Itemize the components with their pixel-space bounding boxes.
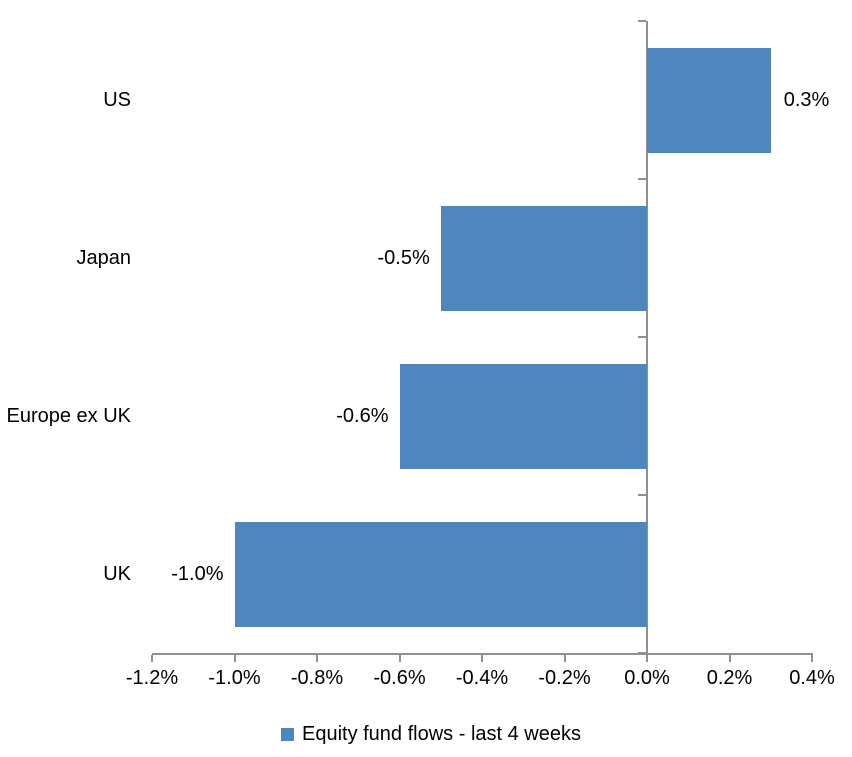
category-axis-tick xyxy=(638,20,646,22)
value-axis-tick xyxy=(233,655,236,662)
value-axis-tick xyxy=(563,655,566,662)
value-axis-tick xyxy=(316,655,318,662)
category-label: Japan xyxy=(76,246,132,269)
x-tick-label: 0.2% xyxy=(706,667,753,689)
value-axis-tick xyxy=(646,655,648,662)
category-label: US xyxy=(103,88,131,111)
category-label: UK xyxy=(103,562,131,585)
value-axis-tick xyxy=(398,655,401,662)
value-axis-tick xyxy=(811,655,813,662)
x-tick-label: -0.6% xyxy=(373,667,426,689)
chart-legend: Equity fund flows - last 4 weeks xyxy=(10,723,852,746)
x-tick-label: 0.4% xyxy=(789,667,835,689)
x-tick-label: -1.2% xyxy=(125,667,179,689)
x-tick-label: -0.2% xyxy=(538,667,591,689)
bar xyxy=(647,47,771,153)
x-tick-label: -0.8% xyxy=(290,667,344,689)
category-label: Europe ex UK xyxy=(6,404,131,427)
x-tick-label: -0.4% xyxy=(455,667,509,689)
bar-data-label: 0.3% xyxy=(783,88,830,111)
x-tick-label: -1.0% xyxy=(208,667,261,689)
bar-data-label: -0.6% xyxy=(336,404,389,427)
legend-square-icon xyxy=(280,728,294,741)
legend-label: Equity fund flows - last 4 weeks xyxy=(301,723,581,745)
bar xyxy=(440,205,647,311)
bar xyxy=(234,521,647,627)
category-axis-tick xyxy=(638,494,646,496)
bar-data-label: -1.0% xyxy=(171,562,224,585)
category-axis-tick xyxy=(638,178,646,180)
value-axis-line xyxy=(152,653,813,655)
value-axis-tick xyxy=(151,655,153,662)
category-axis-tick xyxy=(638,336,646,338)
value-axis-tick xyxy=(728,655,731,662)
category-axis-line xyxy=(646,21,648,653)
x-tick-label: 0.0% xyxy=(624,667,670,689)
bar-data-label: -0.5% xyxy=(377,246,430,269)
value-axis-tick xyxy=(481,655,483,662)
bar xyxy=(399,363,647,469)
